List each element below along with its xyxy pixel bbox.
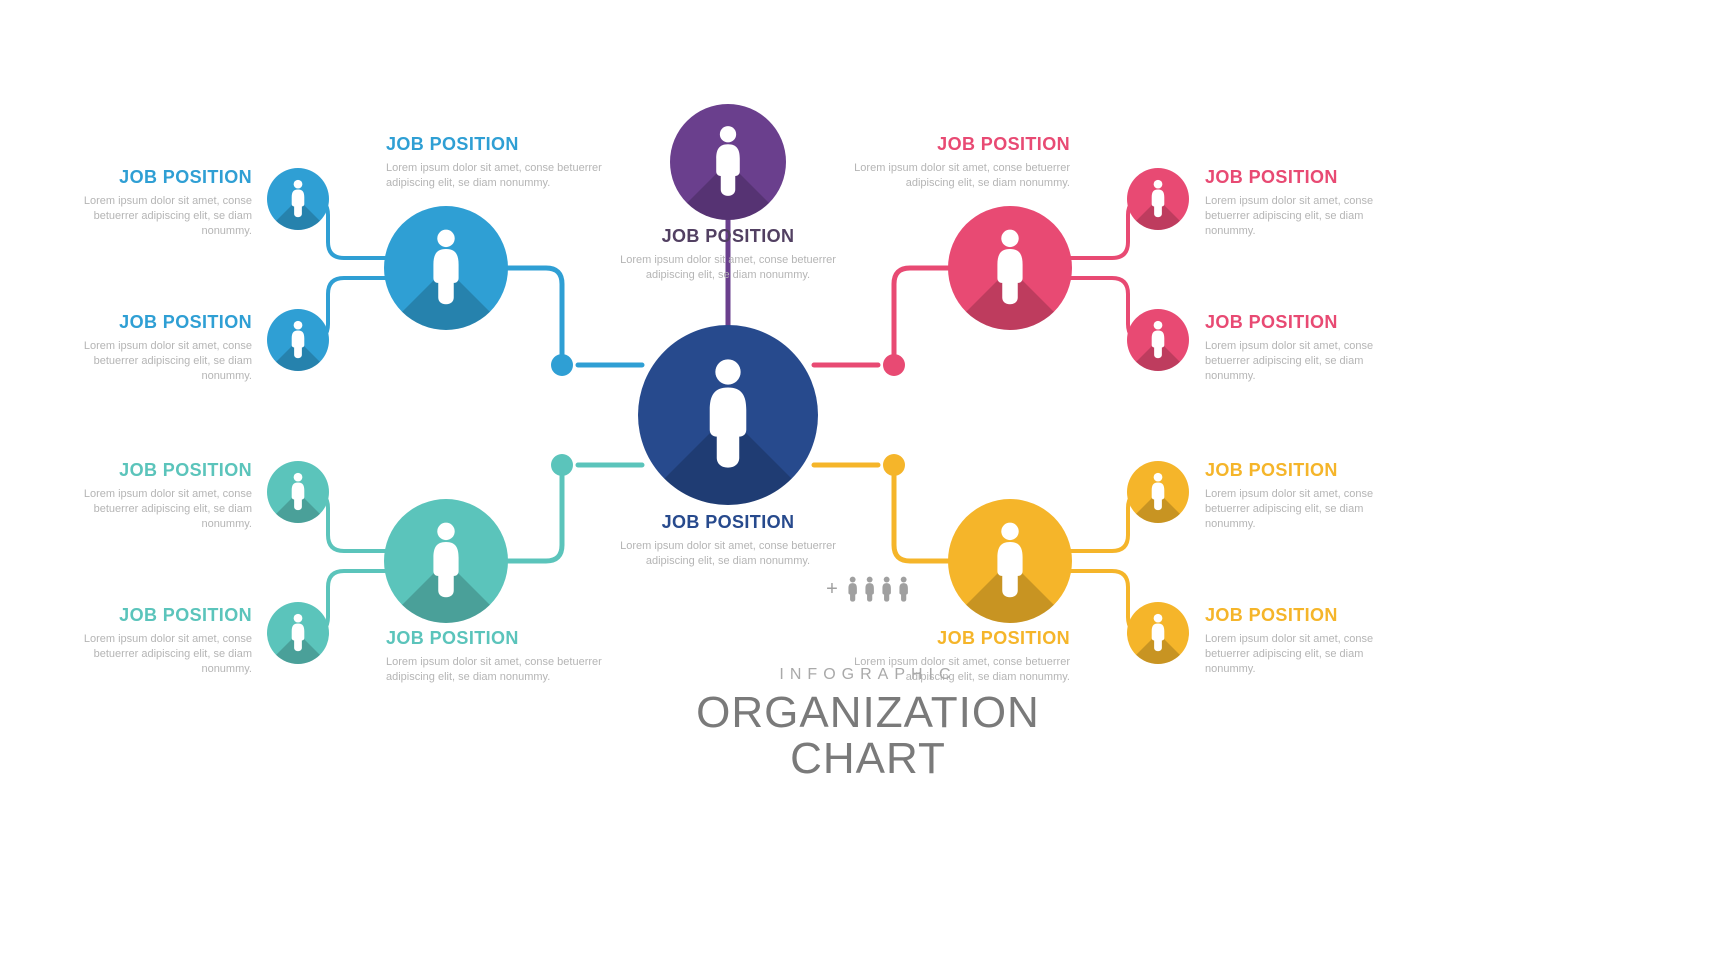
label-blue_leaf_a: JOB POSITION Lorem ipsum dolor sit amet, … bbox=[52, 167, 252, 239]
label-desc: Lorem ipsum dolor sit amet, conse betuer… bbox=[386, 655, 626, 685]
label-desc: Lorem ipsum dolor sit amet, conse betuer… bbox=[1205, 632, 1405, 677]
label-desc: Lorem ipsum dolor sit amet, conse betuer… bbox=[386, 161, 626, 191]
mini-person-icon bbox=[846, 576, 859, 602]
mini-person-icon bbox=[880, 576, 893, 602]
junction-dot-blue bbox=[551, 354, 573, 376]
junction-dot-teal bbox=[551, 454, 573, 476]
node-blue_leaf_a bbox=[267, 168, 329, 230]
node-yellow_leaf_a bbox=[1127, 461, 1189, 523]
node-yellow_leaf_b bbox=[1127, 602, 1189, 664]
label-pink_branch: JOB POSITION Lorem ipsum dolor sit amet, … bbox=[830, 134, 1070, 191]
label-teal_branch: JOB POSITION Lorem ipsum dolor sit amet, … bbox=[386, 628, 626, 685]
person-icon bbox=[288, 613, 307, 652]
node-top bbox=[670, 104, 786, 220]
label-yellow_leaf_b: JOB POSITION Lorem ipsum dolor sit amet, … bbox=[1205, 605, 1405, 677]
label-blue_branch: JOB POSITION Lorem ipsum dolor sit amet, … bbox=[386, 134, 626, 191]
label-pink_leaf_a: JOB POSITION Lorem ipsum dolor sit amet, … bbox=[1205, 167, 1405, 239]
person-icon bbox=[991, 521, 1030, 599]
label-title: JOB POSITION bbox=[52, 605, 252, 626]
label-top: JOB POSITION Lorem ipsum dolor sit amet, … bbox=[608, 226, 848, 283]
label-title: JOB POSITION bbox=[52, 167, 252, 188]
org-chart-canvas: JOB POSITION Lorem ipsum dolor sit amet, … bbox=[0, 0, 1736, 980]
person-icon bbox=[1148, 320, 1167, 359]
plus-icon: + bbox=[826, 578, 838, 601]
label-title: JOB POSITION bbox=[830, 134, 1070, 155]
person-icon bbox=[991, 228, 1030, 306]
junction-dot-pink bbox=[883, 354, 905, 376]
node-blue_branch bbox=[384, 206, 508, 330]
label-title: JOB POSITION bbox=[52, 460, 252, 481]
title-main: ORGANIZATION CHART bbox=[696, 690, 1040, 782]
person-icon bbox=[1148, 472, 1167, 511]
label-yellow_leaf_a: JOB POSITION Lorem ipsum dolor sit amet, … bbox=[1205, 460, 1405, 532]
person-icon bbox=[288, 179, 307, 218]
person-icon bbox=[1148, 613, 1167, 652]
node-pink_leaf_b bbox=[1127, 309, 1189, 371]
label-desc: Lorem ipsum dolor sit amet, conse betuer… bbox=[52, 487, 252, 532]
person-icon bbox=[1148, 179, 1167, 218]
label-title: JOB POSITION bbox=[1205, 167, 1405, 188]
node-teal_leaf_b bbox=[267, 602, 329, 664]
label-desc: Lorem ipsum dolor sit amet, conse betuer… bbox=[608, 253, 848, 283]
label-title: JOB POSITION bbox=[1205, 460, 1405, 481]
label-title: JOB POSITION bbox=[608, 226, 848, 247]
person-icon bbox=[427, 521, 466, 599]
node-teal_leaf_a bbox=[267, 461, 329, 523]
node-pink_branch bbox=[948, 206, 1072, 330]
label-title: JOB POSITION bbox=[1205, 605, 1405, 626]
member-count-icons: + bbox=[826, 576, 910, 602]
node-pink_leaf_a bbox=[1127, 168, 1189, 230]
junction-dot-yellow bbox=[883, 454, 905, 476]
node-yellow_branch bbox=[948, 499, 1072, 623]
node-blue_leaf_b bbox=[267, 309, 329, 371]
label-desc: Lorem ipsum dolor sit amet, conse betuer… bbox=[608, 539, 848, 569]
node-center bbox=[638, 325, 818, 505]
mini-person-icon bbox=[863, 576, 876, 602]
label-blue_leaf_b: JOB POSITION Lorem ipsum dolor sit amet, … bbox=[52, 312, 252, 384]
person-icon bbox=[427, 228, 466, 306]
label-center: JOB POSITION Lorem ipsum dolor sit amet, … bbox=[608, 512, 848, 569]
label-teal_leaf_a: JOB POSITION Lorem ipsum dolor sit amet, … bbox=[52, 460, 252, 532]
node-teal_branch bbox=[384, 499, 508, 623]
label-title: JOB POSITION bbox=[830, 628, 1070, 649]
label-desc: Lorem ipsum dolor sit amet, conse betuer… bbox=[1205, 487, 1405, 532]
chart-title-block: INFOGRAPHIC ORGANIZATION CHART bbox=[696, 666, 1040, 782]
person-icon bbox=[288, 320, 307, 359]
label-desc: Lorem ipsum dolor sit amet, conse betuer… bbox=[52, 194, 252, 239]
label-title: JOB POSITION bbox=[386, 628, 626, 649]
label-title: JOB POSITION bbox=[386, 134, 626, 155]
label-title: JOB POSITION bbox=[52, 312, 252, 333]
mini-person-icon bbox=[897, 576, 910, 602]
label-pink_leaf_b: JOB POSITION Lorem ipsum dolor sit amet, … bbox=[1205, 312, 1405, 384]
label-desc: Lorem ipsum dolor sit amet, conse betuer… bbox=[830, 161, 1070, 191]
label-desc: Lorem ipsum dolor sit amet, conse betuer… bbox=[52, 339, 252, 384]
title-kicker: INFOGRAPHIC bbox=[696, 666, 1040, 684]
label-desc: Lorem ipsum dolor sit amet, conse betuer… bbox=[1205, 194, 1405, 239]
label-title: JOB POSITION bbox=[608, 512, 848, 533]
label-teal_leaf_b: JOB POSITION Lorem ipsum dolor sit amet, … bbox=[52, 605, 252, 677]
person-icon bbox=[288, 472, 307, 511]
label-desc: Lorem ipsum dolor sit amet, conse betuer… bbox=[52, 632, 252, 677]
label-title: JOB POSITION bbox=[1205, 312, 1405, 333]
person-icon bbox=[710, 124, 746, 197]
person-icon bbox=[700, 357, 756, 470]
label-desc: Lorem ipsum dolor sit amet, conse betuer… bbox=[1205, 339, 1405, 384]
